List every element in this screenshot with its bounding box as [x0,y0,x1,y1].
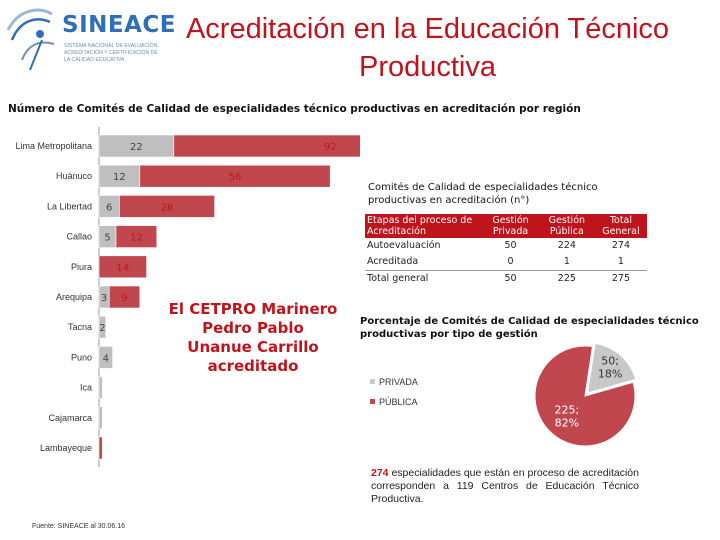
table-cell: Total general [365,270,483,287]
data-label: 14 [116,263,129,274]
data-label: 6 [106,202,112,213]
table-header-row: Etapas del proceso de Acreditación Gesti… [365,214,647,238]
bar-segment-gray [98,406,103,430]
bird-emblem-icon [6,8,55,71]
table-header-cell: Gestión Pública [538,214,595,238]
category-label: Ica [80,383,92,393]
page-subtitle: Número de Comités de Calidad de especial… [8,103,581,115]
legend-swatch [370,399,375,405]
bar-segment-red [98,255,147,279]
bar-segment-red [119,195,215,218]
category-label: La Libertad [47,201,92,211]
note-text: especialidades que están en proceso de a… [371,467,639,505]
table-title: Comités de Calidad de especialidades téc… [368,182,598,206]
category-label: Tacna [68,322,92,332]
legend-label: PRIVADA [379,376,418,387]
legend-label: PÚBLICA [379,396,418,407]
note-number: 274 [371,467,389,479]
table-cell: Acreditada [367,256,419,267]
table-header-cell: Total General [594,214,647,238]
category-label: Lambayeque [40,443,92,453]
callout-text: El CETPRO Marinero Pedro Pablo Unanue Ca… [168,300,338,375]
table-total-row: Total general 50 225 275 [365,270,647,287]
table-cell: 1 [563,256,570,267]
data-label: 92 [324,142,337,153]
logo-tagline: SISTEMA NACIONAL DE EVALUACIÓN, ACREDITA… [64,43,159,63]
category-label: Lima Metropolitana [15,141,92,151]
category-label: Piura [71,262,92,272]
data-label: 2 [99,323,105,334]
category-label: Callao [66,232,92,242]
legend-item-privada: PRIVADA [370,373,418,391]
category-label: Arequipa [56,292,92,302]
bar-segment-red [139,164,331,188]
category-label: Puno [71,352,92,362]
bar-segment-red [115,225,158,248]
table-cell: 0 [507,256,514,267]
bar-segment-gray [98,376,103,399]
bar-segment-red [98,436,103,460]
table-cell: 274 [611,240,630,251]
data-label: 28 [161,202,174,213]
category-label: Cajamarca [48,413,92,423]
management-pie-chart: 50; 18% 225; 82% [534,342,637,447]
bar-segment-gray [98,315,107,339]
bar-segment-red [108,285,141,309]
page-title: Acreditación en la Educación Técnico Pro… [185,13,670,83]
legend-item-publica: PÚBLICA [370,393,418,411]
pie-title: Porcentaje de Comités de Calidad de espe… [360,316,699,340]
source-note: Fuente: SINEACE al 30.06.16 [32,523,125,530]
data-label: 3 [101,293,107,304]
table-header-cell: Gestión Privada [482,214,539,238]
pie-slice [587,342,637,394]
sineace-logo: SINEACE SISTEMA NACIONAL DE EVALUACIÓN, … [0,0,175,75]
logo-wordmark: SINEACE [62,12,176,38]
category-label: Huánuco [56,171,92,181]
data-label: 9 [121,293,127,304]
bar-segment-gray [98,346,113,369]
table-row: Acreditada 0 1 1 [365,254,647,271]
data-label: 12 [130,233,143,244]
data-label: 56 [229,172,242,183]
data-label: 22 [130,142,143,153]
data-label: 12 [113,172,126,183]
table-cell: 225 [538,270,595,287]
data-label: 5 [104,233,110,244]
summary-note: 274 especialidades que están en proceso … [371,467,639,506]
pie-data-label: 225; 82% [554,404,579,430]
stages-table: Etapas del proceso de Acreditación Gesti… [365,214,647,287]
table-cell: 1 [617,256,624,267]
table-header-cell: Etapas del proceso de Acreditación [365,214,483,238]
pie-data-label: 50; 18% [598,354,622,380]
data-label: 4 [103,353,109,364]
pie-slice [534,345,636,447]
legend-swatch [370,379,375,385]
table-cell: Autoevaluación [367,240,441,251]
table-row: Autoevaluación 50 224 274 [365,238,647,254]
table-cell: 224 [557,240,576,251]
bar-segment-red [173,134,360,158]
table-cell: 50 [504,240,517,251]
table-cell: 50 [482,270,539,287]
table-cell: 275 [594,270,647,287]
